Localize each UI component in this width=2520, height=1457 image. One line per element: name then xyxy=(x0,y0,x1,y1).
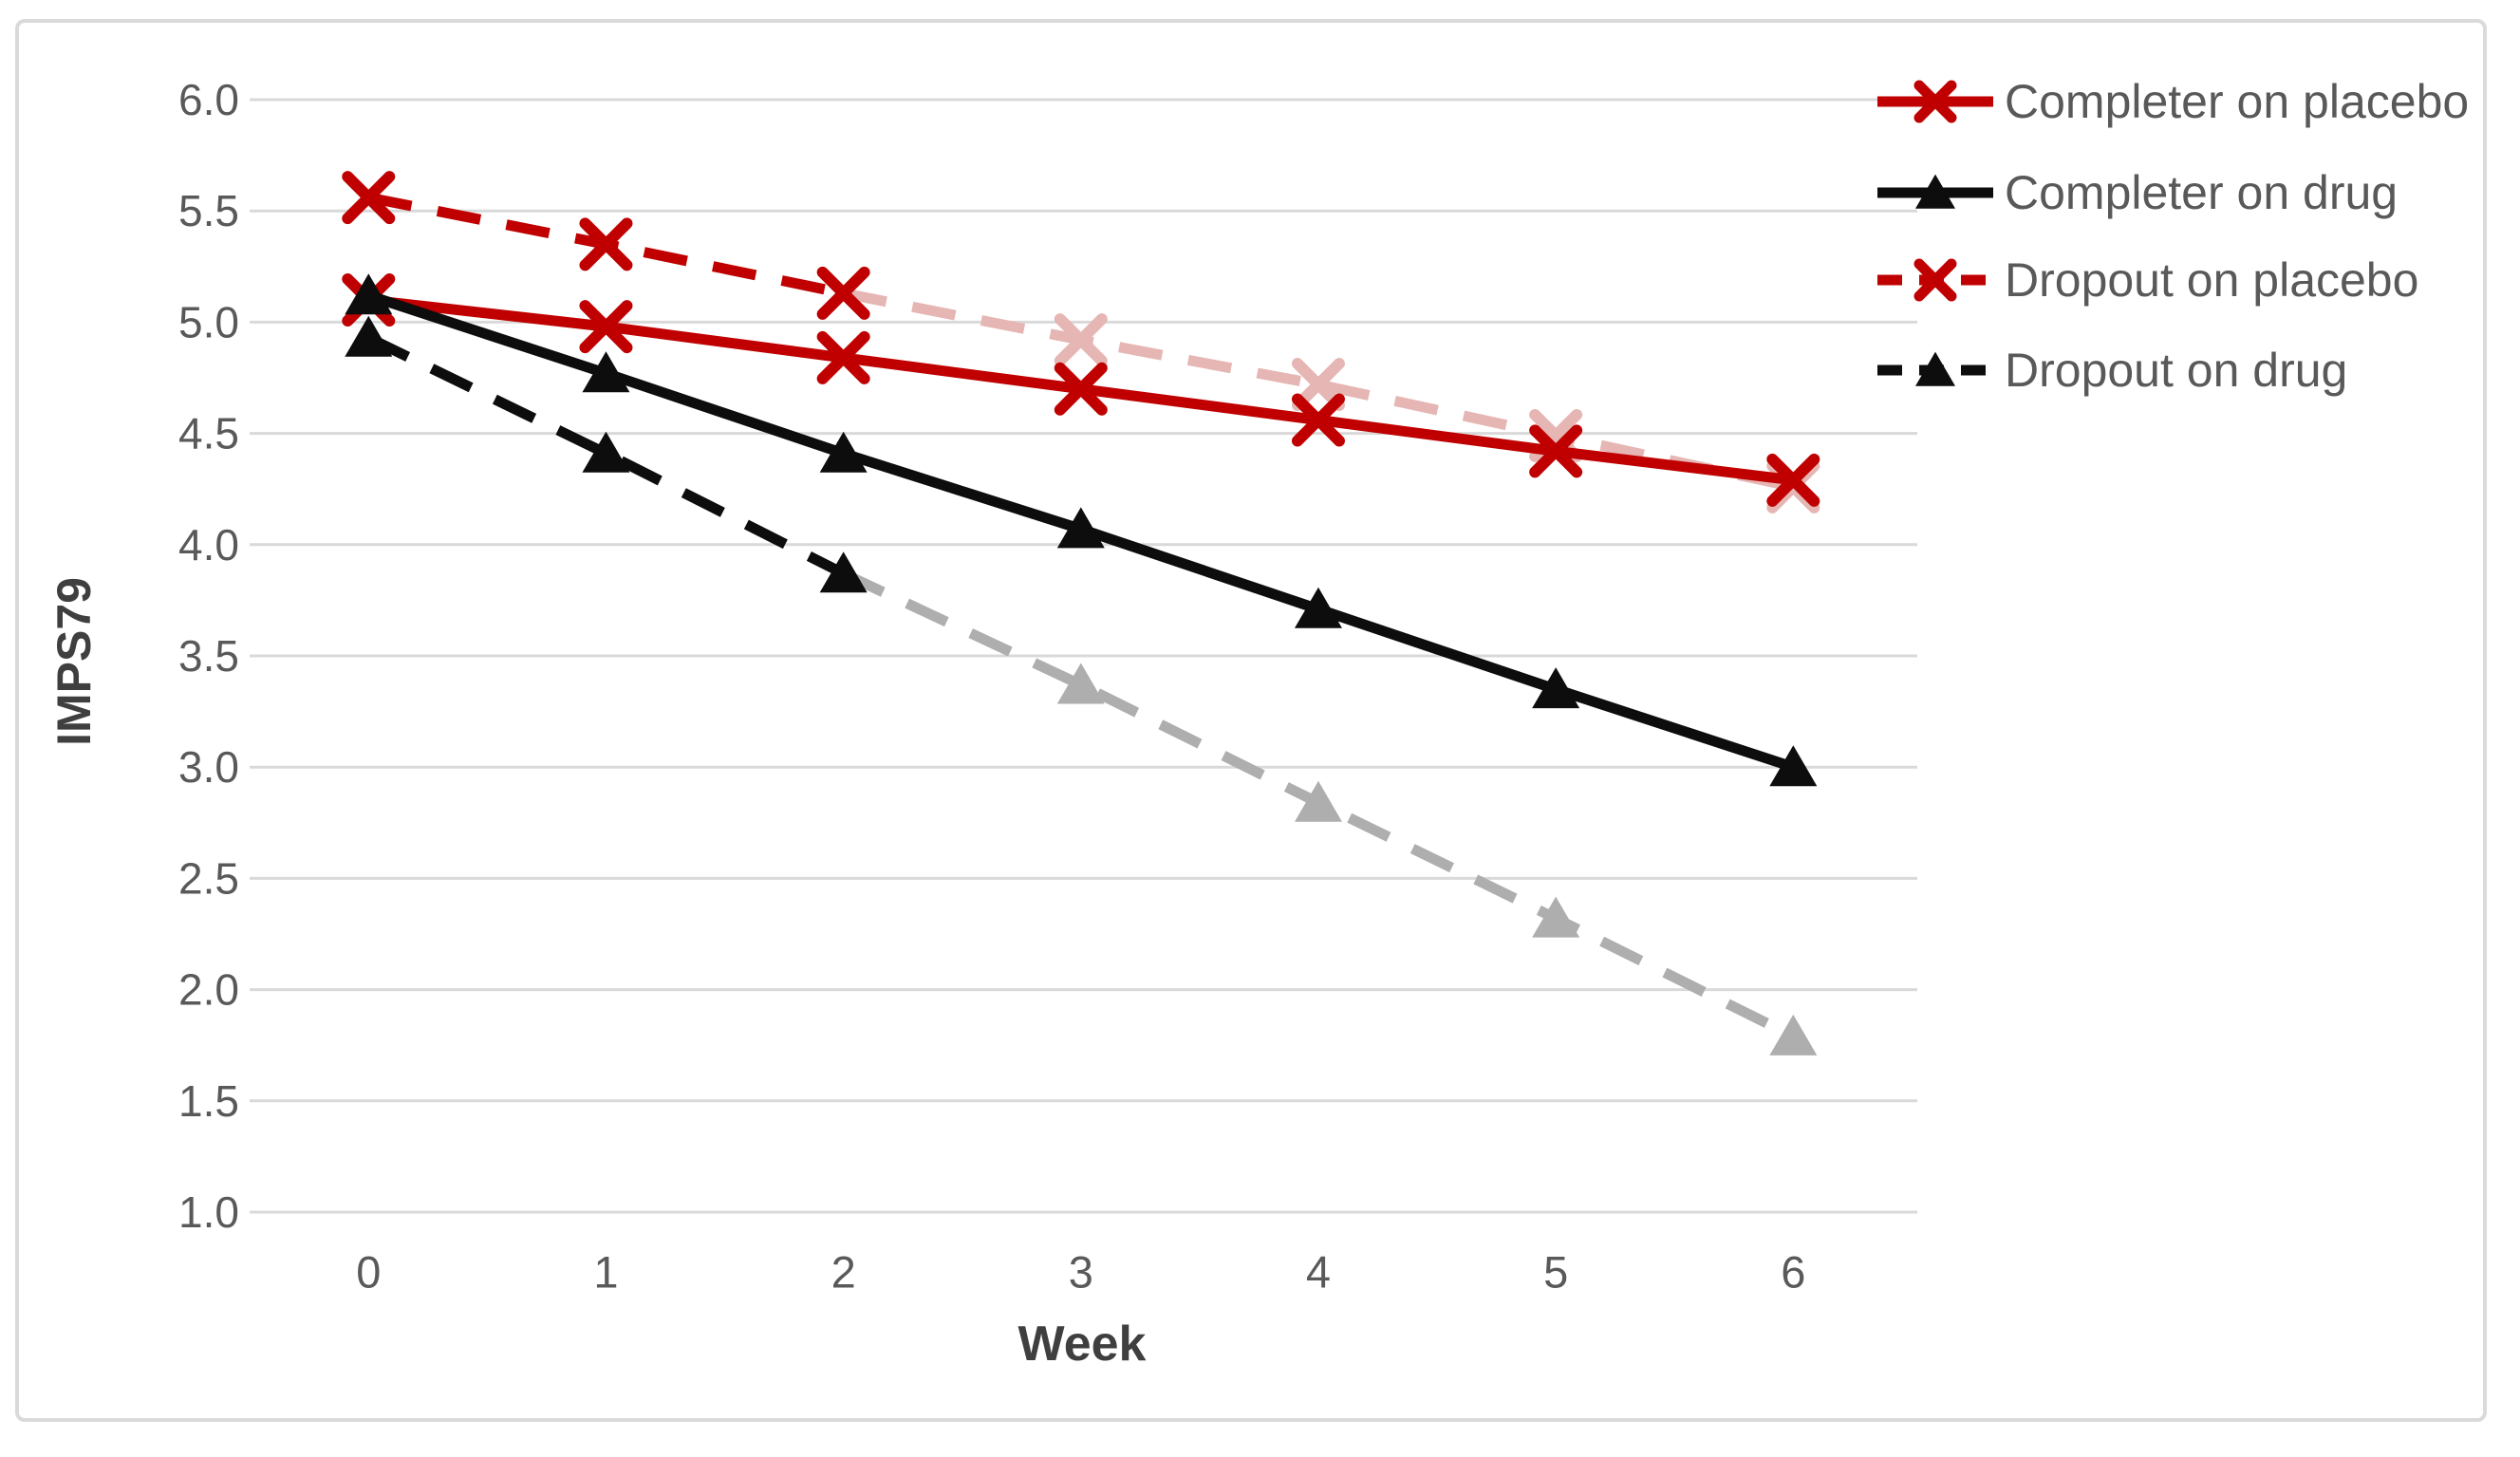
y-axis-title: IMPS79 xyxy=(47,577,101,746)
series-line xyxy=(365,332,847,579)
legend-label: Dropout on drug xyxy=(2005,344,2347,397)
y-tick-label: 1.5 xyxy=(178,1076,239,1126)
legend-label: Dropout on placebo xyxy=(2005,253,2418,307)
series-triangle-marker xyxy=(1769,745,1818,787)
y-tick-label: 1.0 xyxy=(178,1187,239,1237)
series-x-marker xyxy=(816,330,870,384)
legend-triangle-marker xyxy=(1915,351,1955,386)
series-triangle-marker xyxy=(1532,896,1580,938)
x-tick-label: 1 xyxy=(593,1247,618,1298)
series-x-marker xyxy=(816,266,870,320)
series-triangle-marker xyxy=(1056,507,1105,549)
y-tick-label: 2.5 xyxy=(178,853,239,903)
series-x-marker xyxy=(579,300,633,354)
y-tick-label: 5.0 xyxy=(178,297,239,346)
x-tick-label: 0 xyxy=(356,1247,381,1298)
legend-label: Completer on placebo xyxy=(2005,75,2469,128)
series-triangle-marker xyxy=(819,551,868,593)
legend-x-marker xyxy=(1913,258,1957,302)
series-triangle-marker xyxy=(1769,1014,1818,1055)
y-tick-label: 3.0 xyxy=(178,742,239,792)
series-x-marker xyxy=(1529,424,1583,478)
figure-border xyxy=(15,19,2487,1422)
series-x-marker xyxy=(1291,393,1345,447)
series-triangle-marker xyxy=(345,273,393,315)
series-triangle-marker xyxy=(1532,667,1580,709)
x-axis-title: Week xyxy=(1018,1317,1147,1372)
x-tick-label: 6 xyxy=(1781,1247,1805,1298)
y-tick-label: 4.0 xyxy=(178,520,239,570)
series-x-marker xyxy=(579,217,633,271)
y-tick-label: 5.5 xyxy=(178,186,239,235)
legend-triangle-marker xyxy=(1915,174,1955,209)
series-x-marker xyxy=(342,171,396,225)
series-triangle-marker xyxy=(1294,780,1342,822)
y-tick-label: 6.0 xyxy=(178,75,239,124)
x-tick-label: 5 xyxy=(1543,1247,1568,1298)
x-tick-label: 3 xyxy=(1069,1247,1093,1298)
series-x-marker xyxy=(1054,313,1108,367)
series-x-marker xyxy=(1766,453,1820,507)
y-tick-label: 2.0 xyxy=(178,965,239,1015)
series-triangle-marker xyxy=(1294,587,1342,628)
y-tick-label: 4.5 xyxy=(178,409,239,458)
series-x-marker xyxy=(1054,362,1108,416)
x-tick-label: 4 xyxy=(1306,1247,1331,1298)
series-triangle-marker xyxy=(582,431,630,473)
x-tick-label: 2 xyxy=(831,1247,856,1298)
legend-label: Completer on drug xyxy=(2005,166,2398,219)
series-triangle-marker xyxy=(345,315,393,357)
series-line xyxy=(842,288,1795,493)
series-triangle-marker xyxy=(819,431,868,473)
series-triangle-marker xyxy=(1056,663,1105,704)
legend-x-marker xyxy=(1913,80,1957,123)
series-triangle-marker xyxy=(582,351,630,393)
y-tick-label: 3.5 xyxy=(178,631,239,681)
